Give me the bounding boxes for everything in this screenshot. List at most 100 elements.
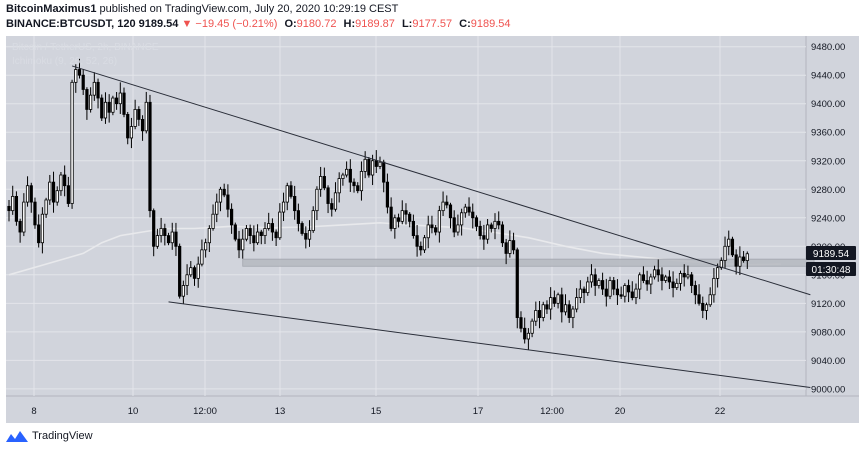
candle-up xyxy=(315,188,319,212)
candle-down xyxy=(626,285,631,293)
candle-up xyxy=(441,201,445,212)
support-trend-line[interactable] xyxy=(168,301,811,388)
high-value: 9189.87 xyxy=(355,18,395,30)
candle-down xyxy=(367,158,371,176)
candle-down xyxy=(322,176,326,189)
candle-down xyxy=(641,274,646,281)
candle-down xyxy=(612,280,616,290)
candle-up xyxy=(575,297,579,310)
candle-up xyxy=(319,176,323,190)
price-tick-label: 9240.00 xyxy=(811,213,845,224)
candle-up xyxy=(456,224,460,233)
close-label: C: xyxy=(459,18,471,30)
candle-down xyxy=(14,195,19,222)
last-price: 9189.54 xyxy=(138,18,179,30)
candle-up xyxy=(55,190,59,203)
candle-up xyxy=(255,231,260,244)
price-tick-label: 9080.00 xyxy=(811,327,845,338)
candle-down xyxy=(63,174,67,187)
indicator-label[interactable]: Ichimoku (9, 26, 52, 26) xyxy=(12,56,118,67)
candle-up xyxy=(363,158,367,172)
candle-down xyxy=(537,310,542,318)
candle-down xyxy=(374,160,378,167)
candle-down xyxy=(114,97,119,105)
candle-down xyxy=(382,161,386,183)
candle-up xyxy=(311,210,315,232)
trend-lines-layer xyxy=(71,65,811,388)
candle-down xyxy=(734,254,738,267)
candle-down xyxy=(248,228,252,237)
candle-up xyxy=(333,192,338,210)
candle-down xyxy=(289,185,293,197)
ichimoku-line xyxy=(8,221,781,276)
candle-down xyxy=(404,210,408,215)
candle-down xyxy=(100,97,104,119)
candle-up xyxy=(129,126,134,139)
candle-down xyxy=(730,238,735,256)
candle-down xyxy=(385,181,390,208)
candle-down xyxy=(274,231,278,239)
candle-down xyxy=(174,231,178,247)
candle-up xyxy=(144,101,148,132)
candle-up xyxy=(586,281,590,294)
candle-down xyxy=(489,224,493,229)
candle-up xyxy=(652,269,657,278)
candle-down xyxy=(163,228,167,237)
candle-up xyxy=(437,210,441,233)
candle-down xyxy=(356,185,360,192)
candle-down xyxy=(137,109,141,120)
time-tick-label: 12:00 xyxy=(193,406,217,417)
candle-down xyxy=(148,101,152,212)
candle-down xyxy=(396,217,401,222)
candle-down xyxy=(482,235,486,240)
candle-down xyxy=(504,242,508,254)
candle-down xyxy=(448,204,453,219)
candle-down xyxy=(192,267,197,279)
candle-up xyxy=(563,304,568,313)
candle-up xyxy=(678,272,683,284)
candle-up xyxy=(200,249,204,265)
candle-down xyxy=(259,231,263,237)
change-value: −19.45 (−0.21%) xyxy=(195,18,278,30)
candle-up xyxy=(74,69,78,83)
chart-area[interactable]: 9000.009040.009080.009120.009160.009200.… xyxy=(6,36,859,423)
candle-up xyxy=(530,320,534,334)
candle-down xyxy=(552,297,556,304)
candle-down xyxy=(107,101,111,113)
candle-down xyxy=(226,194,230,210)
time-axis[interactable]: 8 10 12:00 13 15 17 12:00 20 22 xyxy=(31,406,725,417)
candle-up xyxy=(745,253,749,261)
candle-up xyxy=(11,195,15,212)
candle-down xyxy=(85,89,89,110)
candle-down xyxy=(411,220,415,237)
price-axis-background xyxy=(806,36,859,396)
candle-down xyxy=(152,210,156,247)
time-tick-label: 22 xyxy=(715,406,726,417)
candle-up xyxy=(738,256,742,267)
candle-up xyxy=(675,282,679,289)
candle-up xyxy=(207,228,211,244)
author-name[interactable]: BitcoinMaximus1 xyxy=(6,3,97,15)
candle-down xyxy=(348,168,352,183)
published-text: published on TradingView.com, July 20, 2… xyxy=(99,3,399,15)
candle-down xyxy=(474,217,479,227)
countdown-tag-box xyxy=(806,262,856,276)
candle-down xyxy=(582,288,586,294)
candle-down xyxy=(419,245,423,251)
candle-up xyxy=(341,174,345,179)
candle-up xyxy=(426,224,430,239)
chart-svg[interactable]: 9000.009040.009080.009120.009160.009200.… xyxy=(6,36,859,423)
footer: TradingView xyxy=(6,430,93,442)
candle-up xyxy=(359,171,364,192)
open-value: 9180.72 xyxy=(296,18,337,30)
candle-down xyxy=(619,294,623,297)
candle-up xyxy=(263,228,267,237)
resistance-trend-line[interactable] xyxy=(71,65,811,296)
candle-up xyxy=(634,288,638,299)
symbol-label: BINANCE:BTCUSDT, 120 xyxy=(6,18,136,30)
tradingview-brand[interactable]: TradingView xyxy=(32,430,93,442)
candle-up xyxy=(727,238,731,247)
candle-down xyxy=(140,119,145,132)
candle-up xyxy=(638,274,642,290)
candle-up xyxy=(22,201,26,233)
